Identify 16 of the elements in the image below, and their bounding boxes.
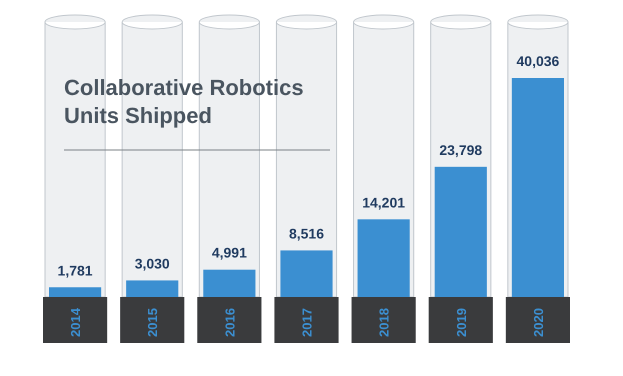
data-label: 14,201 <box>362 194 406 210</box>
data-label: 8,516 <box>288 225 324 242</box>
data-label: 40,036 <box>516 53 560 69</box>
data-label: 23,798 <box>439 142 482 158</box>
x-tick-label: 2020 <box>530 308 546 337</box>
x-tick-label: 2016 <box>222 308 238 337</box>
x-tick-label: 2015 <box>145 308 160 337</box>
x-tick-label: 2017 <box>300 308 314 337</box>
data-label: 4,991 <box>212 244 248 261</box>
x-tick-label: 2018 <box>376 308 392 337</box>
x-tick-label: 2019 <box>454 308 469 337</box>
bar <box>49 287 102 297</box>
x-tick-label: 2014 <box>68 307 84 337</box>
data-label: 1,781 <box>58 262 93 278</box>
text: Collaborative Robotics Units Shipped <box>64 75 304 128</box>
data-label: 3,030 <box>134 255 170 272</box>
